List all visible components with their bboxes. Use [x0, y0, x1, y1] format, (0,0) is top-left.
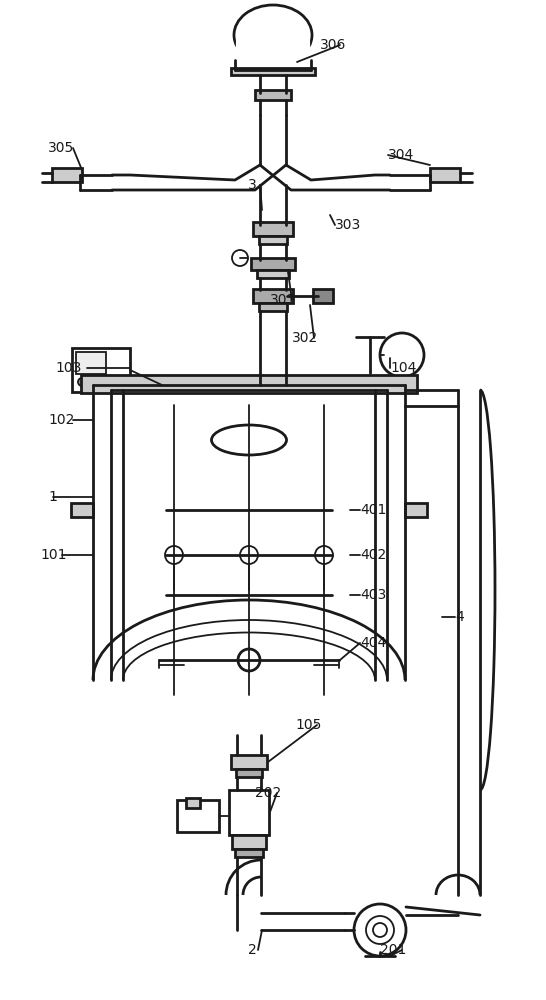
Bar — [430, 168, 460, 182]
Bar — [186, 798, 200, 808]
Bar — [251, 258, 295, 270]
Bar — [52, 168, 82, 182]
Text: 101: 101 — [40, 548, 67, 562]
Bar — [232, 835, 266, 849]
Text: 301: 301 — [270, 293, 296, 307]
Text: 305: 305 — [48, 141, 74, 155]
Bar — [76, 352, 106, 374]
Text: 403: 403 — [360, 588, 386, 602]
Circle shape — [92, 378, 100, 386]
Bar — [257, 270, 289, 278]
Bar — [235, 849, 263, 857]
Circle shape — [78, 378, 86, 386]
Ellipse shape — [211, 425, 287, 455]
Text: 401: 401 — [360, 503, 387, 517]
Bar — [231, 755, 267, 769]
Bar — [231, 68, 315, 75]
Circle shape — [232, 250, 248, 266]
Bar — [72, 348, 130, 392]
Text: 201: 201 — [380, 943, 406, 957]
Text: 102: 102 — [48, 413, 74, 427]
Circle shape — [165, 546, 183, 564]
Text: 404: 404 — [360, 636, 386, 650]
Circle shape — [380, 333, 424, 377]
Circle shape — [315, 546, 333, 564]
Bar — [255, 90, 291, 100]
Bar — [236, 35, 310, 67]
Text: 105: 105 — [295, 718, 322, 732]
Circle shape — [240, 546, 258, 564]
Circle shape — [366, 916, 394, 944]
Circle shape — [238, 649, 260, 671]
Text: 4: 4 — [455, 610, 464, 624]
Text: 304: 304 — [388, 148, 414, 162]
Text: 306: 306 — [320, 38, 346, 52]
Text: 302: 302 — [292, 331, 318, 345]
Bar — [253, 222, 293, 236]
Ellipse shape — [234, 5, 312, 65]
Text: 202: 202 — [255, 786, 281, 800]
Bar — [405, 503, 427, 517]
Text: 103: 103 — [55, 361, 81, 375]
Circle shape — [373, 923, 387, 937]
Bar — [236, 769, 262, 777]
Circle shape — [106, 378, 114, 386]
Circle shape — [354, 904, 406, 956]
Bar — [81, 375, 417, 393]
Text: 104: 104 — [390, 361, 417, 375]
Bar — [313, 289, 333, 303]
Bar — [229, 790, 269, 835]
Text: 3: 3 — [248, 178, 257, 192]
Text: 303: 303 — [335, 218, 361, 232]
Bar — [177, 800, 219, 832]
Bar — [259, 303, 287, 311]
Bar — [253, 289, 293, 303]
Bar — [71, 503, 93, 517]
Text: 402: 402 — [360, 548, 386, 562]
Bar — [259, 236, 287, 244]
Text: 1: 1 — [48, 490, 57, 504]
Text: 2: 2 — [248, 943, 257, 957]
